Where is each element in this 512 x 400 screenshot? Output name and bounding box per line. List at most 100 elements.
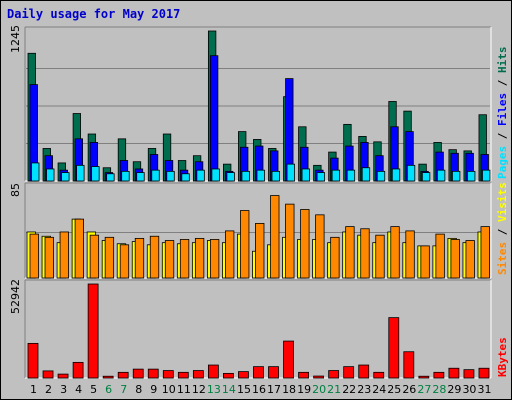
pages-bar: [196, 169, 205, 182]
kbytes-bar: [72, 361, 84, 379]
sites-bar: [209, 239, 220, 279]
kbytes-bar: [117, 371, 129, 379]
pages-bar: [391, 168, 401, 182]
sites-bar: [390, 226, 400, 279]
day-tick-label: 3: [60, 383, 67, 396]
sites-bar: [405, 230, 415, 279]
kbytes-bar: [238, 371, 249, 379]
sites-bar: [255, 222, 265, 279]
day-tick-label: 26: [402, 383, 416, 396]
pages-bar: [376, 170, 386, 182]
pages-bar: [301, 168, 310, 182]
day-tick-label: 27: [417, 383, 431, 396]
kbytes-bar: [57, 373, 69, 379]
files-bar: [209, 55, 219, 182]
sites-bar: [44, 236, 54, 279]
pages-bar: [136, 172, 145, 182]
sites-bar: [315, 214, 325, 279]
pages-bar: [211, 168, 220, 182]
day-tick-label: 24: [372, 383, 386, 396]
sites-bar: [420, 245, 430, 279]
sites-bar: [59, 231, 69, 279]
pages-bar: [106, 173, 115, 182]
legend-sites-visits-part: Visits: [496, 182, 509, 222]
legend-kbytes: KBytes: [496, 337, 509, 377]
kbytes-bar: [358, 364, 370, 379]
sites-bar: [360, 228, 370, 279]
legend-pages-files-hits-part: /: [496, 126, 509, 146]
pages-bar: [91, 166, 100, 182]
sites-bar: [74, 218, 84, 279]
kbytes-bar: [223, 372, 234, 379]
kbytes-bar: [253, 366, 264, 379]
kbytes-bar: [313, 375, 325, 379]
day-tick-label: 28: [432, 383, 446, 396]
day-tick-label: 2: [45, 383, 52, 396]
legend-sites-visits: Sites / Visits: [496, 182, 509, 275]
day-tick-label: 25: [387, 383, 401, 396]
kbytes-bar: [207, 364, 219, 379]
pages-bar: [346, 169, 356, 182]
kbytes-bar: [147, 368, 159, 379]
sites-bar: [119, 244, 130, 279]
kbytes-bar: [132, 368, 144, 379]
sites-bar: [179, 239, 190, 279]
pages-bar: [406, 164, 416, 182]
report-title: Daily usage for May 2017: [7, 7, 181, 21]
pages-bar: [316, 172, 326, 182]
pages-bar: [361, 167, 371, 182]
pages-bar: [421, 172, 431, 182]
kbytes-bar: [162, 370, 174, 379]
pages-bar: [467, 170, 476, 182]
day-tick-label: 12: [192, 383, 206, 396]
sites-bar: [134, 237, 145, 279]
day-tick-label: 6: [105, 383, 112, 396]
pages-bar: [61, 172, 70, 182]
pages-bar: [271, 170, 280, 182]
legend-kbytes-part: KBytes: [496, 337, 509, 377]
pages-bar: [286, 163, 295, 182]
pages-bar: [226, 172, 235, 182]
pages-bar: [46, 168, 55, 182]
y-max-label-visits: 85: [9, 183, 22, 197]
sites-bar: [300, 209, 310, 279]
kbytes-bar: [463, 369, 475, 379]
day-tick-label: 5: [90, 383, 97, 396]
sites-bar: [465, 240, 475, 279]
pages-bar: [121, 170, 130, 182]
day-tick-label: 8: [135, 383, 142, 396]
sites-bar: [270, 195, 280, 279]
day-tick-label: 31: [477, 383, 491, 396]
day-tick-label: 1: [30, 383, 37, 396]
sites-bar: [450, 239, 460, 279]
legend-pages-files-hits-part: Hits: [496, 47, 509, 74]
day-tick-label: 30: [462, 383, 476, 396]
day-tick-label: 13: [207, 383, 221, 396]
kbytes-bar: [27, 342, 39, 379]
day-tick-label: 9: [150, 383, 157, 396]
kbytes-bar: [87, 283, 99, 379]
sites-bar: [330, 236, 340, 279]
kbytes-bar: [448, 367, 460, 379]
sites-bar: [29, 233, 39, 279]
legend-pages-files-hits-part: Files: [496, 93, 509, 126]
day-tick-label: 29: [447, 383, 461, 396]
kbytes-bar: [418, 375, 430, 379]
day-tick-label: 15: [237, 383, 251, 396]
legend-sites-visits-part: Sites: [496, 242, 509, 275]
kbytes-bar: [388, 317, 400, 379]
kbytes-bar: [433, 371, 445, 379]
kbytes-bar: [102, 375, 114, 379]
legend-pages-files-hits-part: /: [496, 73, 509, 93]
day-tick-label: 14: [222, 383, 236, 396]
sites-bar: [240, 210, 250, 279]
y-max-label-hits: 1245: [9, 25, 22, 53]
sites-bar: [285, 203, 295, 279]
legend-sites-visits-part: /: [496, 222, 509, 242]
day-tick-label: 20: [312, 383, 326, 396]
pages-bar: [331, 169, 341, 182]
sites-bar: [89, 234, 100, 279]
legend-pages-files-hits-part: Pages: [496, 146, 509, 179]
kbytes-bar: [478, 367, 490, 379]
kbytes-bar: [177, 371, 189, 379]
